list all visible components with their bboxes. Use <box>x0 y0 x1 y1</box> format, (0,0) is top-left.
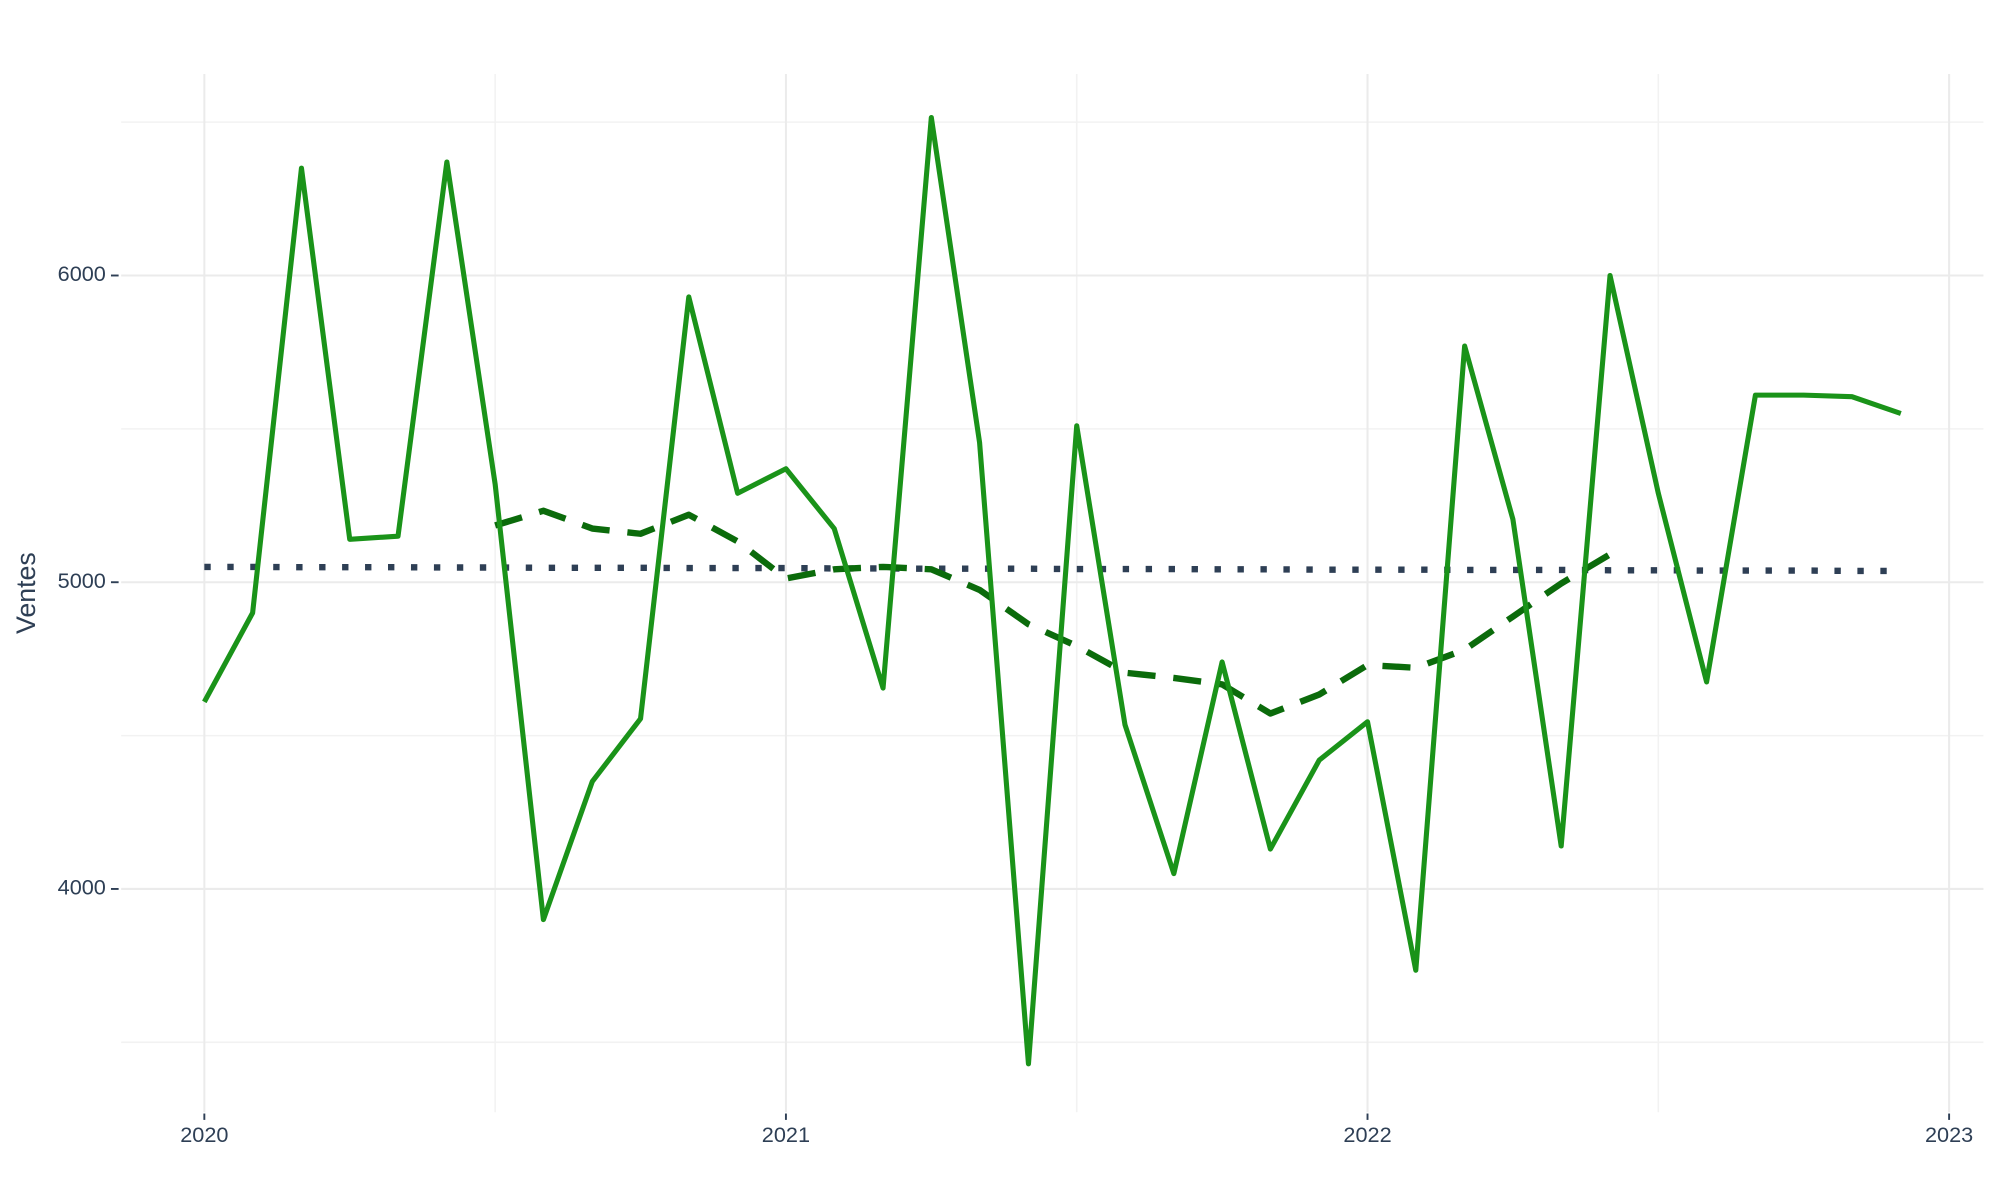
y-tick-label: 4000 <box>58 875 106 900</box>
x-tick-label: 2020 <box>180 1122 228 1147</box>
y-axis-label: Ventes <box>11 552 41 634</box>
x-tick-label: 2021 <box>762 1122 810 1147</box>
series-line <box>494 507 1612 717</box>
y-tick-label: 5000 <box>58 568 106 593</box>
x-tick-label: 2022 <box>1343 1122 1391 1147</box>
x-tick-label: 2023 <box>1925 1122 1973 1147</box>
series-line <box>202 114 1902 1067</box>
series-line <box>204 563 1901 575</box>
y-tick-label: 6000 <box>58 261 106 286</box>
